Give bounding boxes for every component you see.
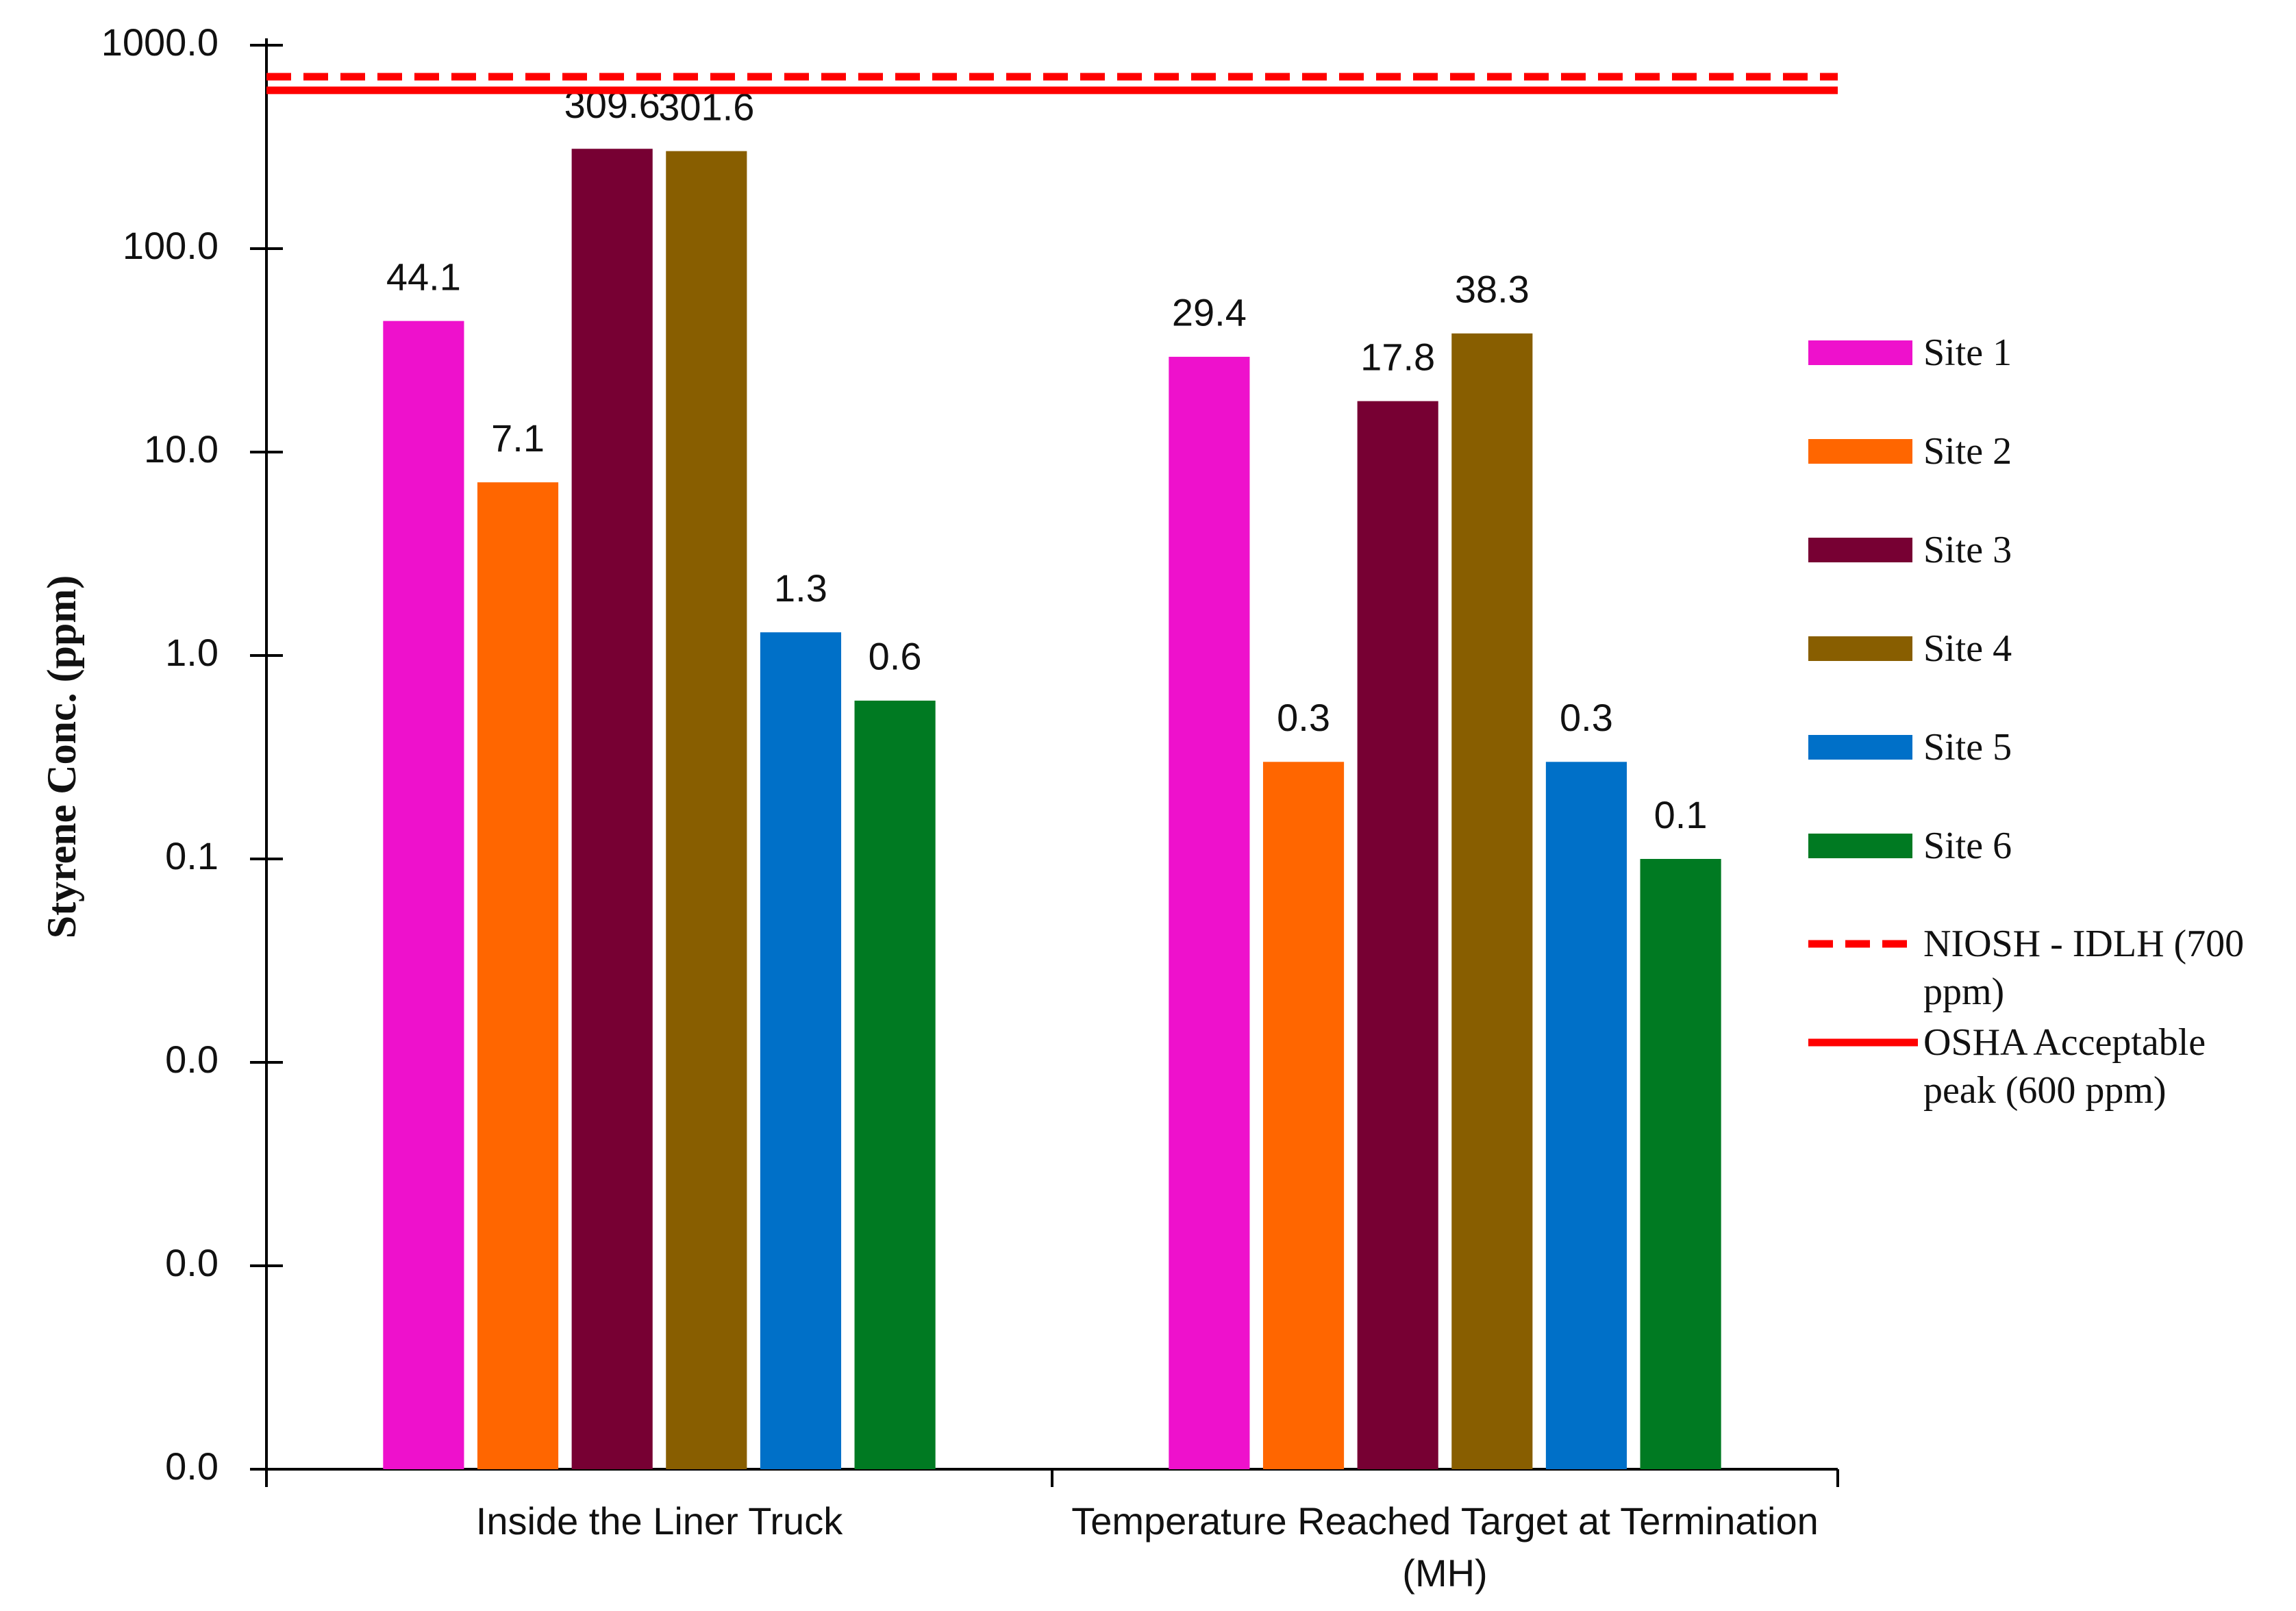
value-label: 7.1 <box>491 416 545 460</box>
y-tick-label: 100.0 <box>123 224 219 267</box>
legend-label: Site 6 <box>1923 825 2012 867</box>
bar <box>666 151 747 1469</box>
bar <box>383 321 464 1469</box>
value-label: 38.3 <box>1455 268 1530 311</box>
y-tick-label: 0.0 <box>165 1445 219 1488</box>
bar <box>1451 333 1533 1469</box>
y-tick-label: 10.0 <box>144 427 219 471</box>
value-label: 0.3 <box>1277 696 1330 739</box>
legend-swatch <box>1808 636 1912 661</box>
value-label: 44.1 <box>386 255 461 298</box>
legend-label: Site 5 <box>1923 726 2012 769</box>
y-tick-label: 1.0 <box>165 631 219 674</box>
bar <box>760 632 842 1469</box>
y-tick-label: 0.0 <box>165 1038 219 1081</box>
legend-label: Site 3 <box>1923 529 2012 571</box>
legend-swatch <box>1808 538 1912 562</box>
legend-swatch <box>1808 834 1912 858</box>
x-tick-label: Temperature Reached Target at Terminatio… <box>1071 1499 1819 1595</box>
bar <box>854 700 936 1469</box>
bar <box>477 482 559 1469</box>
value-label: 1.3 <box>774 566 827 610</box>
legend-swatch <box>1808 340 1912 365</box>
x-tick-label: Inside the Liner Truck <box>475 1499 843 1543</box>
y-tick-label: 1000.0 <box>101 21 219 64</box>
bar <box>1169 356 1250 1469</box>
legend-label: Site 2 <box>1923 430 2012 473</box>
value-label: 0.3 <box>1560 696 1613 739</box>
bar <box>1357 401 1438 1469</box>
y-tick-label: 0.0 <box>165 1241 219 1284</box>
legend-label: Site 1 <box>1923 332 2012 374</box>
bar <box>1545 762 1627 1469</box>
value-label: 0.1 <box>1654 793 1708 836</box>
legend-label: Site 4 <box>1923 627 2012 670</box>
y-tick-label: 0.1 <box>165 834 219 877</box>
legend-swatch <box>1808 439 1912 464</box>
value-label: 17.8 <box>1360 335 1435 378</box>
legend-swatch <box>1808 735 1912 760</box>
bar <box>1640 859 1721 1469</box>
legend-label: OSHA Acceptable peak (600 ppm) <box>1923 1021 2206 1112</box>
value-label: 0.6 <box>869 635 922 678</box>
value-label: 29.4 <box>1172 291 1247 334</box>
y-axis-title: Styrene Conc. (ppm) <box>39 575 84 939</box>
bar <box>1262 762 1345 1469</box>
legend-label: NIOSH - IDLH (700 ppm) <box>1923 923 2245 1013</box>
bar <box>571 149 653 1469</box>
